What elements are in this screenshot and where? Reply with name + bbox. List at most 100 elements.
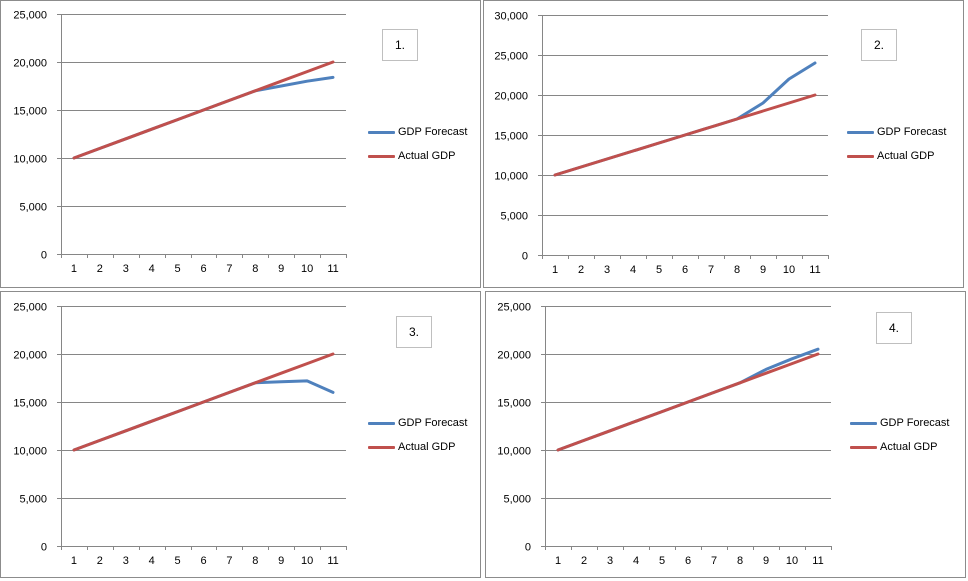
legend-item: Actual GDP (850, 435, 950, 459)
legend-label: GDP Forecast (880, 417, 950, 429)
y-tick-label: 10,000 (13, 446, 47, 458)
y-tick-label: 15,000 (13, 398, 47, 410)
legend-swatch (847, 130, 874, 134)
x-tick-label: 4 (630, 264, 636, 276)
x-tick-label: 6 (200, 555, 206, 567)
y-tick-label: 5,000 (503, 494, 531, 506)
x-tick-label: 11 (327, 263, 338, 275)
x-tick-label: 9 (763, 555, 769, 567)
y-tick-label: 0 (41, 542, 47, 554)
y-tick-label: 25,000 (13, 302, 47, 314)
x-tick-label: 2 (97, 263, 103, 275)
y-tick-label: 5,000 (500, 211, 528, 223)
x-tick-label: 11 (812, 555, 823, 567)
legend-item: GDP Forecast (368, 120, 468, 144)
x-tick-label: 4 (149, 263, 155, 275)
x-tick-label: 10 (786, 555, 798, 567)
legend-swatch (847, 154, 874, 158)
chart-svg-4: 0 5,000 10,000 15,000 20,000 25,000 1 2 3 4 5 6 7 8 9 1… (497, 302, 832, 567)
legend-label: Actual GDP (398, 150, 456, 162)
legend-label: GDP Forecast (398, 417, 468, 429)
x-tick-label: 3 (604, 264, 610, 276)
legend-label: Actual GDP (880, 441, 938, 453)
chart-title: 2. (861, 29, 897, 61)
legend-label: GDP Forecast (877, 126, 947, 138)
chart-panel-2: 0 5,000 10,000 15,000 20,000 25,000 30,000 1 2 3 4… (483, 0, 964, 288)
chart-panel-4: 0 5,000 10,000 15,000 20,000 25,000 1 2 3 4 5 6 7 8 9 1… (485, 291, 966, 578)
y-tick-label: 25,000 (13, 10, 47, 22)
x-tick-label: 7 (226, 263, 232, 275)
y-tick-label: 5,000 (19, 202, 47, 214)
x-tick-label: 1 (555, 555, 561, 567)
y-tick-label: 25,000 (497, 302, 531, 314)
x-tick-label: 5 (659, 555, 665, 567)
y-tick-label: 0 (41, 250, 47, 262)
x-tick-label: 4 (633, 555, 639, 567)
legend-label: Actual GDP (398, 441, 456, 453)
y-tick-label: 15,000 (13, 106, 47, 118)
x-tick-label: 2 (578, 264, 584, 276)
x-tick-label: 2 (581, 555, 587, 567)
x-tick-label: 7 (711, 555, 717, 567)
x-tick-label: 10 (301, 263, 313, 275)
legend-item: Actual GDP (847, 144, 947, 168)
y-tick-label: 20,000 (13, 58, 47, 70)
y-tick-label: 20,000 (13, 350, 47, 362)
chart-svg-1: 0 5,000 10,000 15,000 20,000 25,000 1 2 3 4 5 6 7 8 9 1… (13, 10, 347, 275)
x-tick-label: 5 (175, 555, 181, 567)
legend-label: GDP Forecast (398, 126, 468, 138)
y-tick-label: 10,000 (13, 154, 47, 166)
series-line-gdp-forecast (72, 75, 335, 160)
x-tick-label: 8 (252, 555, 258, 567)
legend-swatch (850, 421, 877, 425)
y-tick-label: 15,000 (494, 131, 528, 143)
y-tick-label: 20,000 (497, 350, 531, 362)
series-line-actual-gdp (72, 352, 335, 452)
x-tick-label: 1 (552, 264, 558, 276)
chart-title: 3. (396, 316, 432, 348)
y-tick-label: 20,000 (494, 91, 528, 103)
chart-panel-3: 0 5,000 10,000 15,000 20,000 25,000 1 2 3 4 5 6 7 8 9 1… (0, 291, 481, 578)
legend-item: GDP Forecast (368, 411, 468, 435)
x-tick-label: 7 (708, 264, 714, 276)
chart-legend: GDP Forecast Actual GDP (847, 120, 947, 168)
series-line-gdp-forecast (553, 61, 817, 177)
chart-panel-1: 0 5,000 10,000 15,000 20,000 25,000 1 2 3 4 5 6 7 8 9 1… (0, 0, 481, 288)
x-tick-label: 4 (149, 555, 155, 567)
y-tick-label: 25,000 (494, 51, 528, 63)
x-tick-label: 9 (278, 555, 284, 567)
legend-item: GDP Forecast (847, 120, 947, 144)
chart-title: 4. (876, 312, 912, 344)
chart-svg-3: 0 5,000 10,000 15,000 20,000 25,000 1 2 3 4 5 6 7 8 9 1… (13, 302, 347, 567)
x-tick-label: 8 (734, 264, 740, 276)
series-line-actual-gdp (72, 60, 335, 160)
x-tick-label: 3 (123, 555, 129, 567)
series-line-gdp-forecast (72, 379, 335, 452)
x-tick-label: 1 (71, 555, 77, 567)
x-tick-label: 7 (226, 555, 232, 567)
legend-swatch (368, 130, 395, 134)
y-tick-label: 0 (522, 251, 528, 263)
y-tick-label: 5,000 (19, 494, 47, 506)
y-tick-label: 15,000 (497, 398, 531, 410)
series-line-actual-gdp (553, 93, 817, 177)
x-tick-label: 3 (607, 555, 613, 567)
y-tick-label: 10,000 (497, 446, 531, 458)
legend-item: Actual GDP (368, 435, 468, 459)
x-tick-label: 2 (97, 555, 103, 567)
x-tick-label: 11 (809, 264, 820, 276)
x-tick-label: 5 (175, 263, 181, 275)
legend-item: GDP Forecast (850, 411, 950, 435)
y-tick-label: 0 (525, 542, 531, 554)
x-tick-label: 1 (71, 263, 77, 275)
legend-label: Actual GDP (877, 150, 935, 162)
x-tick-label: 6 (682, 264, 688, 276)
legend-swatch (368, 421, 395, 425)
x-tick-label: 9 (278, 263, 284, 275)
x-tick-label: 6 (200, 263, 206, 275)
x-tick-label: 9 (760, 264, 766, 276)
legend-swatch (850, 445, 877, 449)
y-tick-label: 30,000 (494, 11, 528, 23)
chart-legend: GDP Forecast Actual GDP (850, 411, 950, 459)
chart-svg-2: 0 5,000 10,000 15,000 20,000 25,000 30,000 1 2 3 4… (494, 11, 829, 276)
